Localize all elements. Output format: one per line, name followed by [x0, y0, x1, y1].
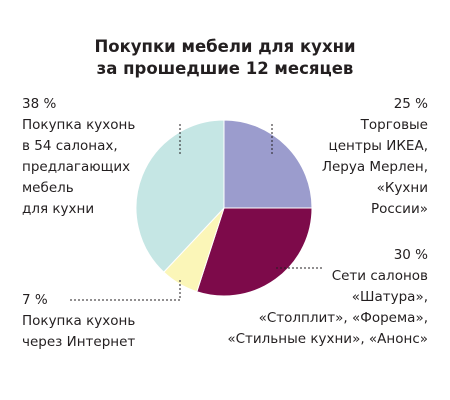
slice-percent: 38 %	[22, 96, 57, 112]
slice-percent: 30 %	[393, 247, 428, 263]
slice-percent: 7 %	[22, 292, 48, 308]
pie-slice-purchase-salons	[135, 119, 225, 273]
slice-text-line: предлагающих	[22, 159, 131, 175]
slice-percent: 25 %	[393, 96, 428, 112]
slice-text-line: через Интернет	[22, 334, 136, 350]
slice-text-line: мебель	[22, 180, 74, 196]
slice-text-line: центры ИКЕА,	[328, 138, 428, 154]
slice-text-line: Покупка кухонь	[22, 117, 136, 133]
slice-text-line: в 54 салонах,	[22, 138, 118, 154]
chart-title-line-2: за прошедшие 12 месяцев	[96, 59, 354, 78]
slice-label-purchase-salons: 38 % Покупка кухонь в 54 салонах, предла…	[22, 94, 135, 220]
leader-lines	[70, 124, 322, 301]
pie-slice-salon-chains	[196, 207, 313, 297]
slice-text-line: Леруа Мерлен,	[321, 159, 428, 175]
slice-text-line: «Стильные кухни», «Анонс»	[227, 331, 428, 347]
pie-slice-shopping-centers	[223, 119, 313, 209]
slice-text-line: «Кухни	[376, 180, 428, 196]
slice-text-line: Торговые	[360, 117, 428, 133]
slice-text-line: «Шатура»,	[351, 289, 428, 305]
chart-title: Покупки мебели для кухни за прошедшие 12…	[0, 36, 450, 80]
leader-line-internet	[70, 280, 181, 301]
slice-label-shopping-centers: 25 % Торговые центры ИКЕА, Леруа Мерлен,…	[322, 94, 428, 220]
slice-label-salon-chains: 30 % Сети салонов «Шатура», «Столплит», …	[227, 245, 428, 350]
slice-label-internet: 7 % Покупка кухонь через Интернет	[22, 290, 135, 353]
slice-text-line: «Столплит», «Форема»,	[258, 310, 428, 326]
pie-slices	[135, 119, 313, 297]
slice-text-line: для кухни	[22, 201, 95, 217]
slice-text-line: Сети салонов	[331, 268, 428, 284]
chart-title-line-1: Покупки мебели для кухни	[94, 37, 356, 56]
slice-text-line: Покупка кухонь	[22, 313, 136, 329]
slice-text-line: России»	[370, 201, 428, 217]
